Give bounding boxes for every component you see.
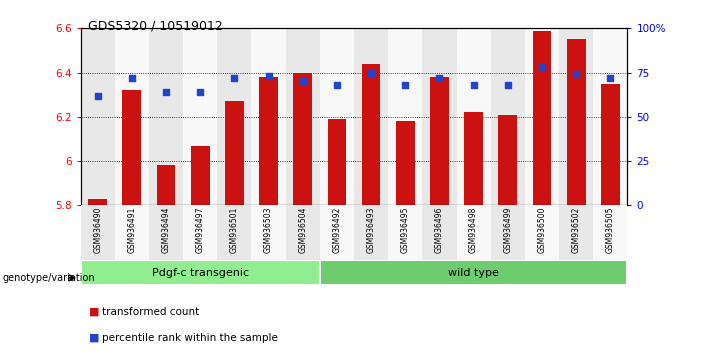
Bar <box>259 77 278 205</box>
Text: GSM936493: GSM936493 <box>367 206 376 253</box>
Bar <box>491 205 525 260</box>
Point <box>502 82 513 88</box>
Point <box>571 72 582 77</box>
Bar <box>293 73 312 205</box>
Point <box>161 89 172 95</box>
Bar <box>320 205 354 260</box>
Text: GSM936496: GSM936496 <box>435 206 444 253</box>
Bar <box>252 205 286 260</box>
Bar <box>217 28 252 205</box>
Bar <box>115 28 149 205</box>
Bar <box>456 28 491 205</box>
Bar <box>593 28 627 205</box>
Text: GSM936501: GSM936501 <box>230 206 239 253</box>
Point <box>92 93 103 98</box>
Text: ■: ■ <box>90 307 100 316</box>
Text: GSM936492: GSM936492 <box>332 206 341 253</box>
Point <box>126 75 137 81</box>
Bar <box>362 64 381 205</box>
Text: GSM936499: GSM936499 <box>503 206 512 253</box>
Point <box>297 79 308 84</box>
Text: GSM936490: GSM936490 <box>93 206 102 253</box>
Bar <box>88 199 107 205</box>
Bar <box>225 101 244 205</box>
Text: GSM936504: GSM936504 <box>298 206 307 253</box>
Bar <box>491 28 525 205</box>
Point <box>605 75 616 81</box>
Text: GSM936494: GSM936494 <box>161 206 170 253</box>
Bar <box>525 205 559 260</box>
Bar <box>566 39 585 205</box>
Bar <box>123 90 142 205</box>
Text: GSM936491: GSM936491 <box>128 206 137 253</box>
Text: GSM936497: GSM936497 <box>196 206 205 253</box>
Point <box>229 75 240 81</box>
Bar <box>396 121 415 205</box>
Bar <box>430 77 449 205</box>
Point <box>434 75 445 81</box>
Bar <box>388 28 422 205</box>
Bar <box>593 205 627 260</box>
Bar <box>183 28 217 205</box>
Text: ■: ■ <box>90 333 100 343</box>
Bar <box>81 205 115 260</box>
Bar <box>327 119 346 205</box>
Text: Pdgf-c transgenic: Pdgf-c transgenic <box>151 268 249 278</box>
Bar <box>81 260 320 285</box>
Point <box>332 82 343 88</box>
Text: wild type: wild type <box>448 268 499 278</box>
Text: GDS5320 / 10519012: GDS5320 / 10519012 <box>88 19 222 33</box>
Bar <box>456 205 491 260</box>
Bar <box>156 165 175 205</box>
Bar <box>149 205 183 260</box>
Bar <box>286 28 320 205</box>
Point <box>468 82 479 88</box>
Bar <box>498 115 517 205</box>
Bar <box>183 205 217 260</box>
Text: genotype/variation: genotype/variation <box>2 273 95 283</box>
Bar <box>115 205 149 260</box>
Text: GSM936498: GSM936498 <box>469 206 478 253</box>
Bar <box>559 28 593 205</box>
Bar <box>422 205 456 260</box>
Bar <box>149 28 183 205</box>
Text: GSM936495: GSM936495 <box>401 206 410 253</box>
Point <box>400 82 411 88</box>
Point <box>195 89 206 95</box>
Text: GSM936503: GSM936503 <box>264 206 273 253</box>
Bar <box>422 28 456 205</box>
Text: GSM936500: GSM936500 <box>538 206 547 253</box>
Bar <box>464 113 483 205</box>
Text: transformed count: transformed count <box>102 307 199 316</box>
Point <box>263 73 274 79</box>
Bar <box>601 84 620 205</box>
Bar <box>320 260 627 285</box>
Point <box>365 70 376 75</box>
Bar <box>217 205 252 260</box>
Bar <box>320 28 354 205</box>
Bar <box>388 205 422 260</box>
Bar <box>559 205 593 260</box>
Bar <box>81 28 115 205</box>
Point <box>536 64 547 70</box>
Text: GSM936502: GSM936502 <box>571 206 580 253</box>
Bar <box>354 28 388 205</box>
Text: percentile rank within the sample: percentile rank within the sample <box>102 333 278 343</box>
Bar <box>252 28 286 205</box>
Bar <box>191 145 210 205</box>
Bar <box>286 205 320 260</box>
Bar <box>525 28 559 205</box>
Bar <box>354 205 388 260</box>
Bar <box>533 30 552 205</box>
Text: GSM936505: GSM936505 <box>606 206 615 253</box>
